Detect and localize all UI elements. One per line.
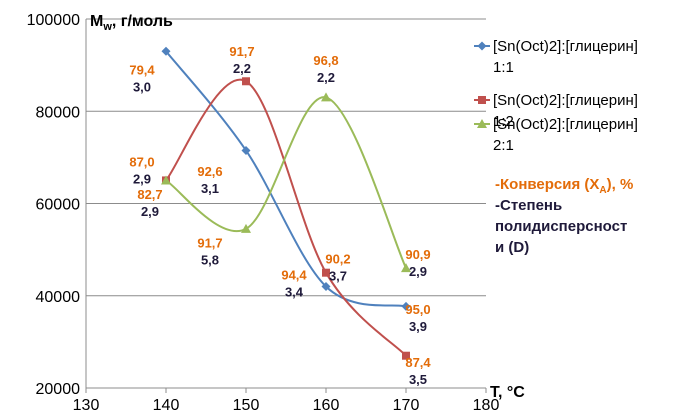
conversion-label: 90,9 [405,247,430,262]
series-2-1-marker [161,175,171,185]
series-1-2-marker [322,268,330,277]
dispersity-label: 2,9 [409,264,427,279]
dispersity-note-line-2: полидисперсност [495,218,627,235]
axes: 20000 40000 60000 80000 100000 130 140 150 160 17… [27,12,500,414]
y-tick-label: 60000 [36,197,81,214]
data-annotations: 79,43,087,02,982,72,991,72,292,63,191,75… [129,44,431,387]
dispersity-note-line-1: -Степень [495,197,562,214]
series-1-2-line [165,78,407,357]
dispersity-label: 3,5 [409,372,427,387]
y-tick-label: 40000 [36,289,81,306]
x-tick-label: 140 [153,397,180,414]
series-1-1-marker [161,46,171,56]
series-markers [161,46,411,360]
x-tick-label: 180 [473,397,500,414]
series-2-1-marker [241,223,251,233]
dispersity-label: 2,2 [317,70,335,85]
series-1-1-marker [241,145,251,155]
series-1-1-legend-marker [477,41,487,51]
dispersity-note-line-3: и (D) [495,239,529,256]
conversion-label: 90,2 [325,251,350,266]
dispersity-label: 5,8 [201,252,219,267]
series-lines [165,50,407,357]
conversion-note: -Конверсия (XA), % [495,176,633,196]
dispersity-label: 3,1 [201,181,219,196]
y-tick-label: 20000 [36,381,81,398]
series-2-1-legend-marker [477,119,487,128]
series-1-2-legend-label: [Sn(Oct)2]:[глицерин] [493,92,638,109]
series-2-1-line [165,96,407,269]
dispersity-label: 2,9 [133,172,151,187]
conversion-label: 91,7 [229,44,254,59]
x-tick-label: 160 [313,397,340,414]
conversion-label: 87,0 [129,155,154,170]
series-1-1-marker [321,282,331,292]
series-1-2-marker [242,77,250,86]
series-2-1-legend-ratio: 2:1 [493,137,514,154]
y-tick-label: 100000 [27,12,80,29]
series-1-1-marker [401,301,411,311]
x-tick-label: 150 [233,397,260,414]
x-tick-label: 170 [393,397,420,414]
x-axis-title: T, °C [490,384,525,401]
conversion-label: 92,6 [197,164,222,179]
series-2-1-marker [401,263,411,273]
y-axis-title: Mw, г/моль [90,13,173,33]
dispersity-label: 3,7 [329,268,347,283]
series-1-2-legend-marker [478,96,486,104]
y-tick-label: 80000 [36,104,81,121]
conversion-label: 95,0 [405,302,430,317]
x-tick-label: 130 [73,397,100,414]
conversion-label: 82,7 [137,187,162,202]
dispersity-label: 2,9 [141,204,159,219]
series-1-1-legend-label: [Sn(Oct)2]:[глицерин] [493,38,638,55]
dispersity-label: 3,4 [285,285,304,300]
conversion-label: 79,4 [129,62,155,77]
conversion-label: 96,8 [313,53,338,68]
legend: [Sn(Oct)2]:[глицерин] 1:1 [Sn(Oct)2]:[глиц… [474,38,638,154]
dispersity-label: 3,0 [133,79,151,94]
series-2-1-legend-label: [Sn(Oct)2]:[глицерин] [493,116,638,133]
conversion-label: 87,4 [405,355,431,370]
series-1-1-line [165,50,407,308]
dispersity-label: 2,2 [233,61,251,76]
series-1-1-legend-ratio: 1:1 [493,59,514,76]
conversion-label: 94,4 [281,268,307,283]
dispersity-label: 3,9 [409,319,427,334]
series-1-2-marker [402,351,410,360]
series-2-1-marker [321,92,331,102]
conversion-label: 91,7 [197,235,222,250]
series-1-2-legend-ratio: 1:2 [493,113,514,130]
